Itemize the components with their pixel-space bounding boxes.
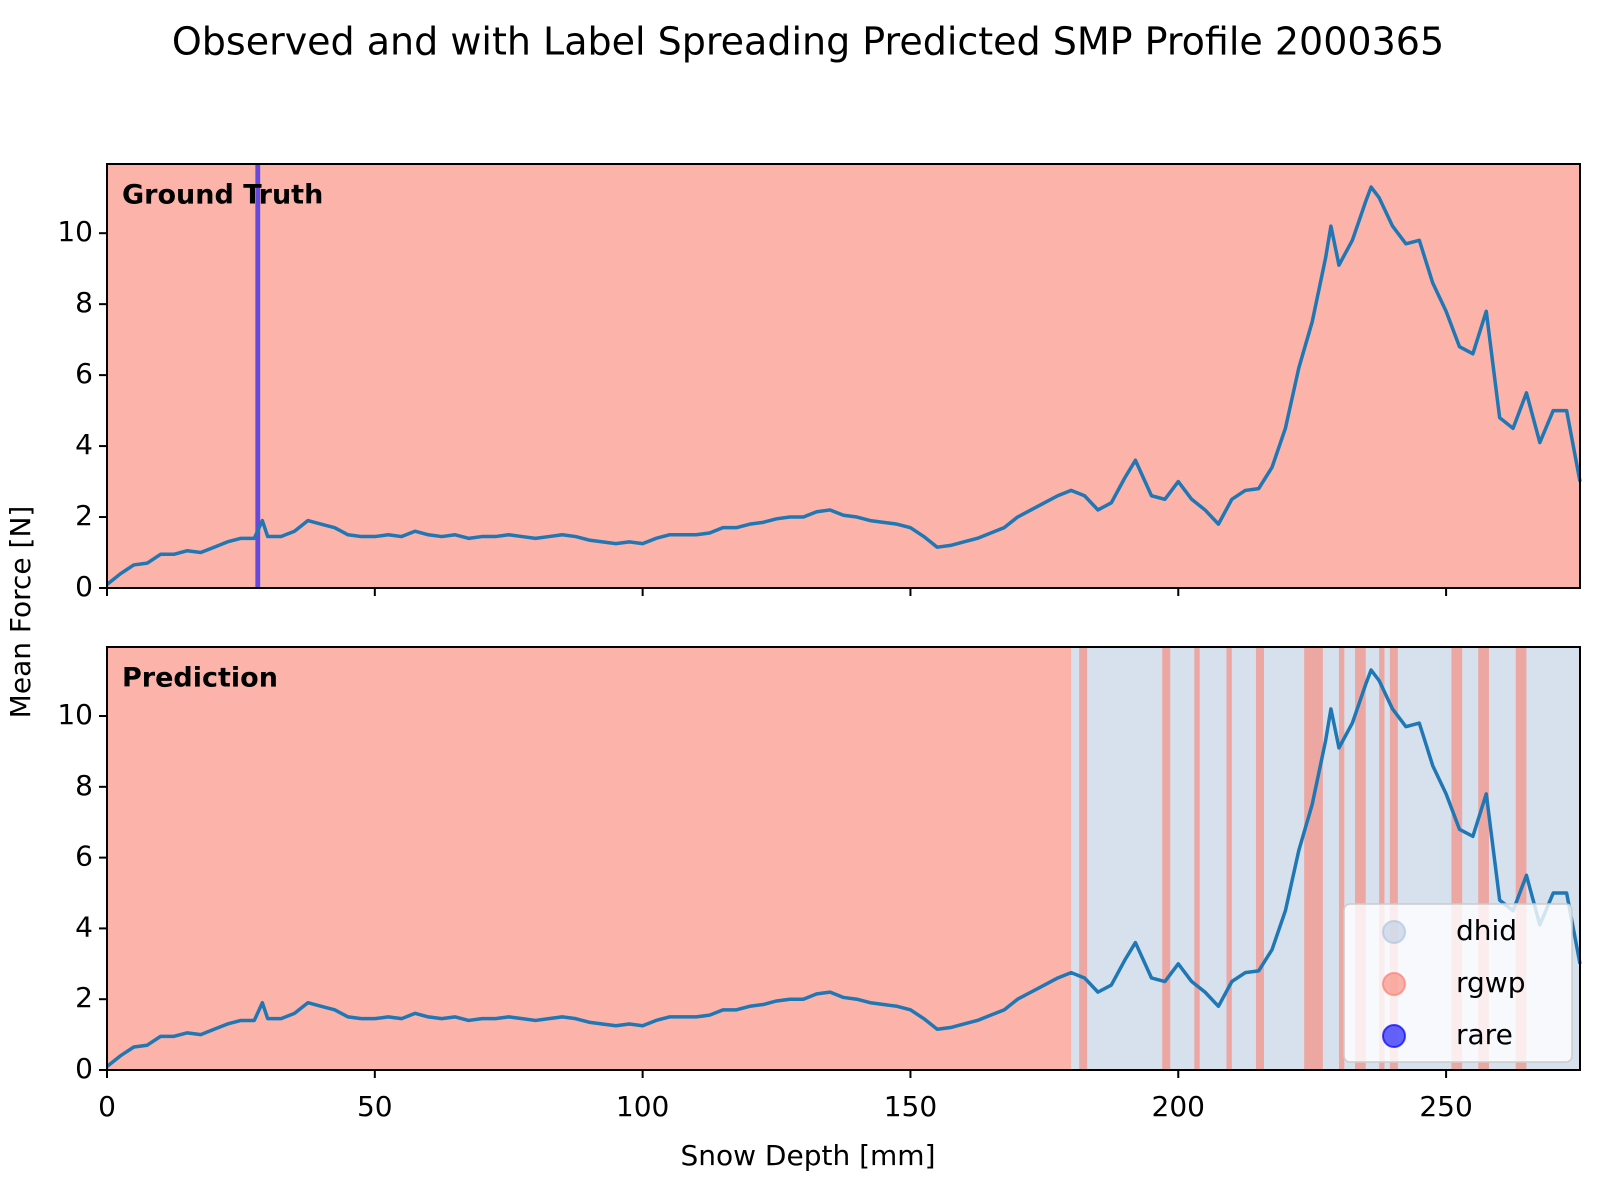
- legend: dhid rgwp rare: [1343, 903, 1573, 1063]
- x-axis-label: Snow Depth [mm]: [680, 1139, 935, 1172]
- x-tick-label: 0: [98, 1090, 116, 1123]
- x-tick-label: 200: [1152, 1090, 1205, 1123]
- panel-label: Ground Truth: [122, 180, 323, 211]
- force-line: [105, 185, 1582, 586]
- x-tick-label: 250: [1419, 1090, 1472, 1123]
- x-tick-label: 150: [884, 1090, 937, 1123]
- y-tick-label: 4: [75, 428, 93, 461]
- y-tick-label: 0: [75, 1052, 93, 1085]
- class-band: [255, 164, 261, 588]
- legend-marker: [1382, 920, 1406, 944]
- force-line: [105, 668, 1582, 1068]
- legend-label: rare: [1456, 1018, 1513, 1051]
- x-tick-label: 100: [616, 1090, 669, 1123]
- class-band: [1226, 647, 1232, 1070]
- legend-marker: [1382, 1024, 1406, 1048]
- class-band: [1162, 647, 1171, 1070]
- class-band: [1194, 647, 1200, 1070]
- y-tick-label: 8: [75, 286, 93, 319]
- panel-label: Prediction: [122, 663, 278, 694]
- class-band: [1389, 647, 1398, 1070]
- y-tick-label: 4: [75, 910, 93, 943]
- legend-label: rgwp: [1456, 966, 1525, 999]
- y-tick-label: 0: [75, 570, 93, 603]
- class-band: [1379, 647, 1385, 1070]
- legend-marker: [1382, 972, 1406, 996]
- class-band: [1355, 647, 1366, 1070]
- class-band: [1304, 647, 1323, 1070]
- chart-title: Observed and with Label Spreading Predic…: [172, 20, 1444, 64]
- class-band: [1515, 647, 1527, 1070]
- legend-box: [1343, 903, 1573, 1063]
- class-band: [1079, 647, 1088, 1070]
- y-tick-label: 10: [57, 215, 93, 248]
- class-band: [1338, 647, 1345, 1070]
- y-tick-label: 8: [75, 769, 93, 802]
- y-tick-label: 2: [75, 499, 93, 532]
- y-tick-label: 2: [75, 981, 93, 1014]
- class-band: [1478, 647, 1489, 1070]
- class-band: [1255, 647, 1264, 1070]
- class-band: [1451, 647, 1463, 1070]
- x-tick-label: 50: [357, 1090, 393, 1123]
- y-axis-label: Mean Force [N]: [4, 506, 37, 719]
- y-tick-label: 6: [75, 357, 93, 390]
- y-tick-label: 6: [75, 840, 93, 873]
- class-band: [107, 164, 1580, 588]
- legend-label: dhid: [1456, 914, 1517, 947]
- y-tick-label: 10: [57, 698, 93, 731]
- class-band: [107, 647, 1072, 1070]
